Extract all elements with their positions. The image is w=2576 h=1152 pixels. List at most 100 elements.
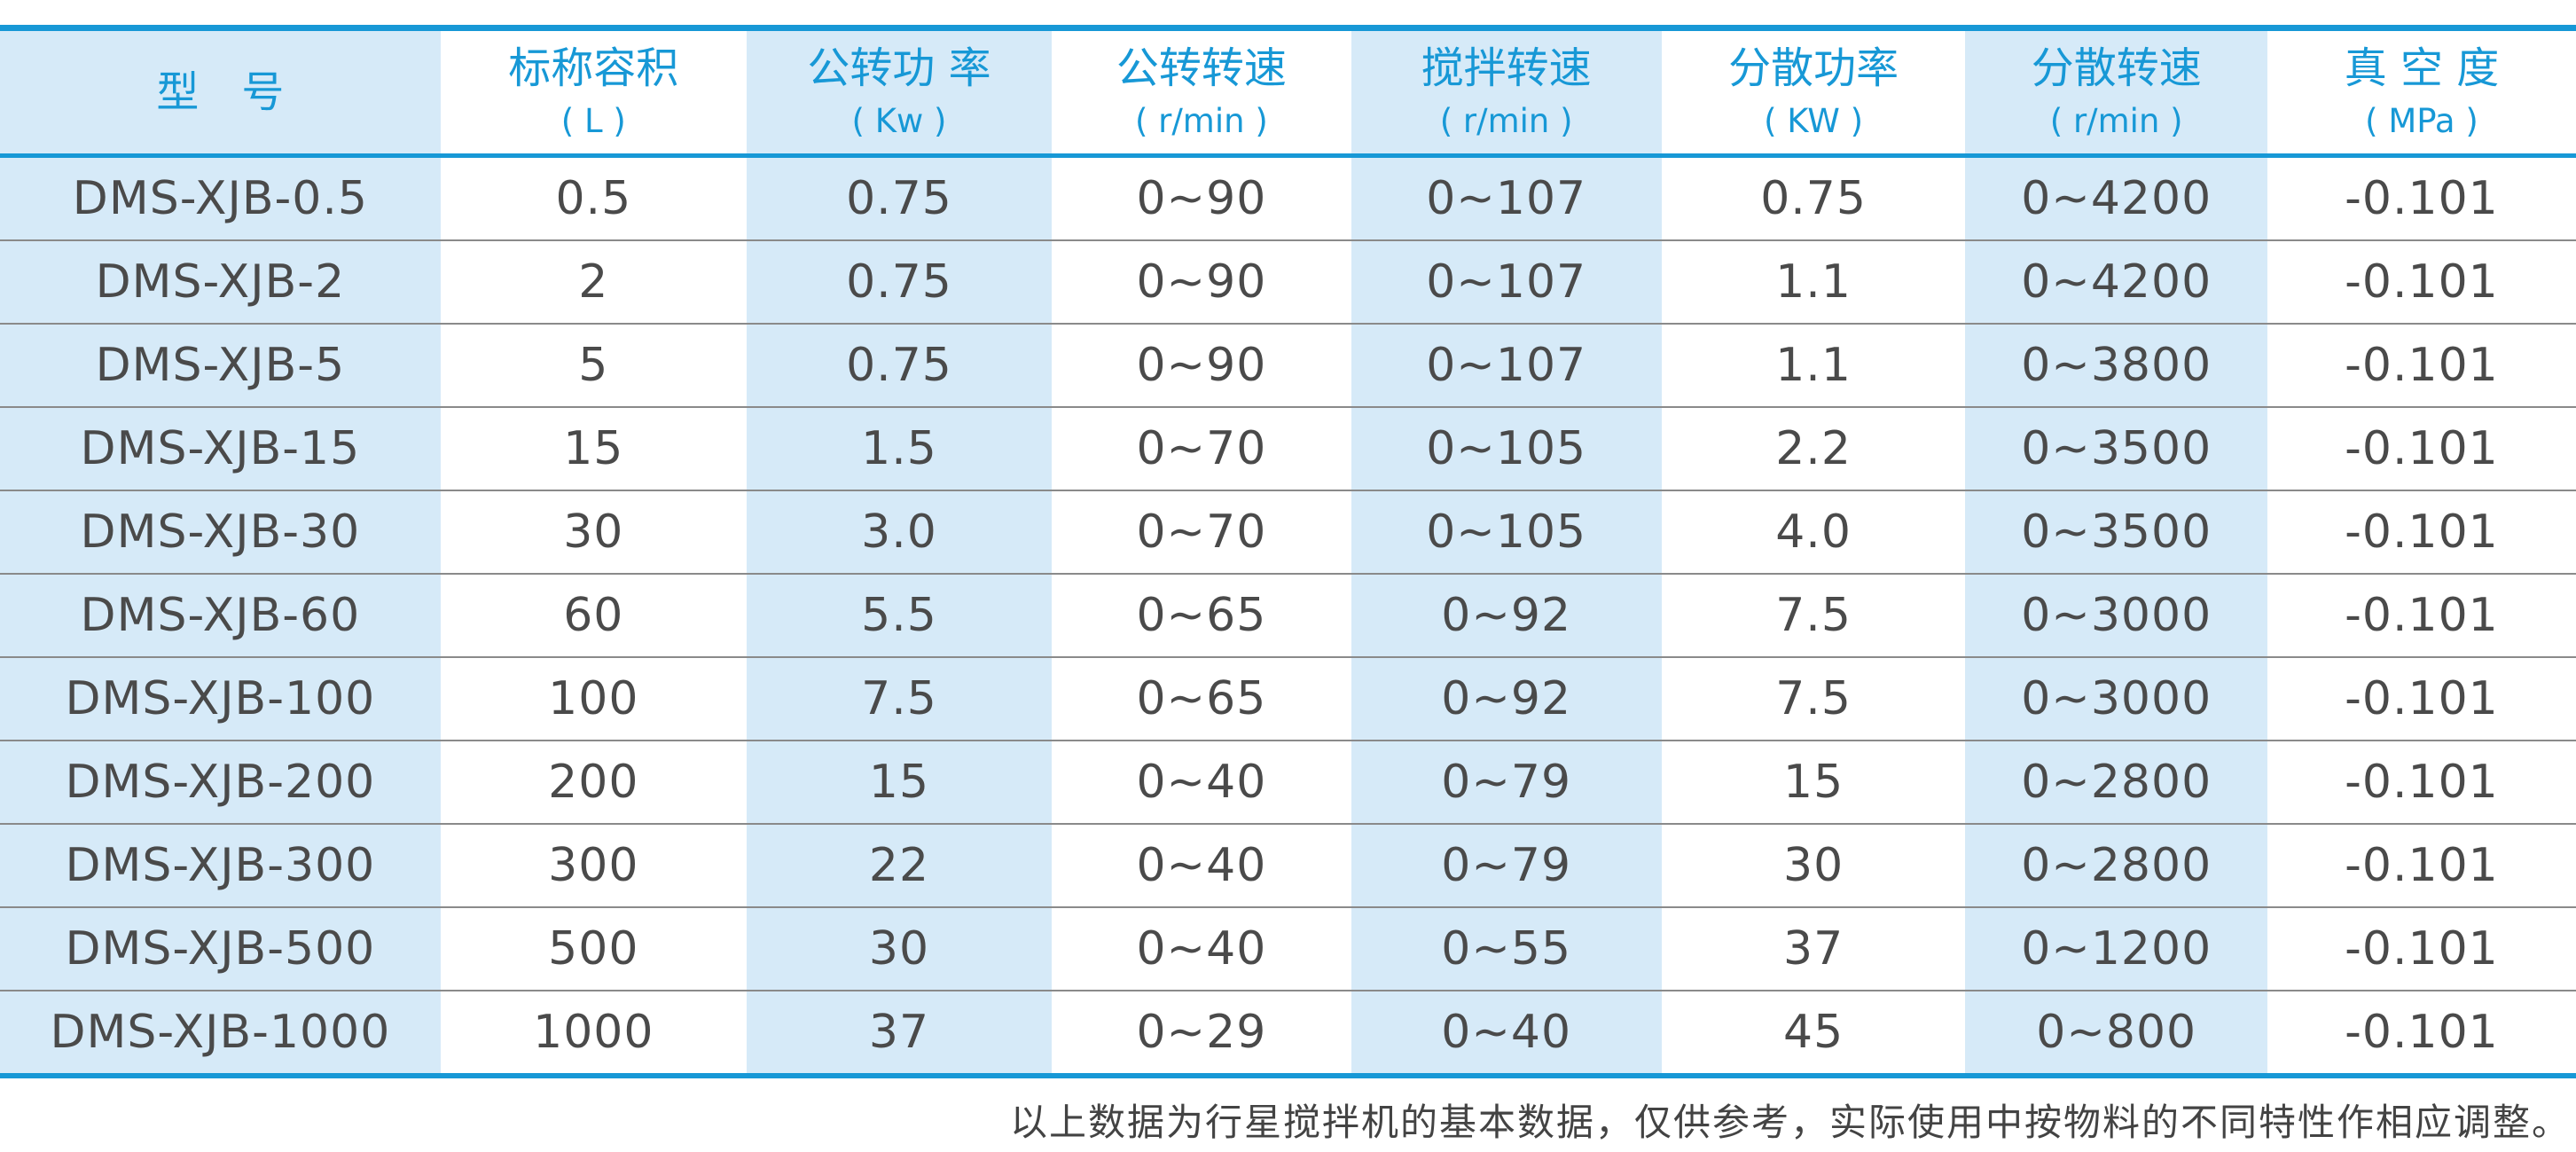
column-unit: ( Kw ) <box>851 102 947 140</box>
table-cell: 7.5 <box>1661 573 1966 657</box>
table-cell: 0.75 <box>746 239 1053 324</box>
table-cell: 15 <box>1661 740 1966 824</box>
table-cell: 500 <box>440 906 747 991</box>
column-title: 分散功率 <box>1728 43 1899 93</box>
table-cell: -0.101 <box>2267 990 2576 1076</box>
table-cell: 0~3500 <box>1965 406 2267 490</box>
column-header-dispersing-speed: 分散转速 ( r/min ) <box>1965 27 2267 158</box>
table-cell: 1.1 <box>1661 239 1966 324</box>
table-cell: 0~3800 <box>1965 323 2267 407</box>
table-cell: 0~2800 <box>1965 740 2267 824</box>
table-cell: 30 <box>746 906 1053 991</box>
column-unit: ( MPa ) <box>2365 102 2478 140</box>
table-cell: 0~4200 <box>1965 239 2267 324</box>
table-cell: 0~105 <box>1351 490 1662 574</box>
table-row: DMS-XJB-0.5 0.5 0.75 0~90 0~107 0.75 0~4… <box>0 155 2576 240</box>
column-header-dispersing-power: 分散功率 ( KW ) <box>1661 27 1966 158</box>
table-cell: 300 <box>440 823 747 907</box>
column-title: 真 空 度 <box>2344 43 2500 93</box>
table-row: DMS-XJB-1000 1000 37 0~29 0~40 45 0~800 … <box>0 990 2576 1076</box>
table-cell: 0~90 <box>1052 323 1351 407</box>
cell-model: DMS-XJB-100 <box>0 656 441 741</box>
table-cell: 0~79 <box>1351 740 1662 824</box>
table-cell: 7.5 <box>1661 656 1966 741</box>
planetary-mixer-spec-table: 型 号 标称容积 ( L ) 公转功 率 ( Kw ) 公转转速 ( r/min… <box>0 25 2576 1078</box>
table-cell: 0~3500 <box>1965 490 2267 574</box>
column-header-vacuum-degree: 真 空 度 ( MPa ) <box>2267 27 2576 158</box>
table-cell: 100 <box>440 656 747 741</box>
table-cell: -0.101 <box>2267 323 2576 407</box>
column-title: 标称容积 <box>508 43 679 93</box>
table-cell: 0~107 <box>1351 155 1662 240</box>
column-unit: ( KW ) <box>1764 102 1864 140</box>
cell-model: DMS-XJB-200 <box>0 740 441 824</box>
table-cell: 0~79 <box>1351 823 1662 907</box>
cell-model: DMS-XJB-60 <box>0 573 441 657</box>
table-cell: 0~70 <box>1052 406 1351 490</box>
cell-model: DMS-XJB-500 <box>0 906 441 991</box>
table-cell: 0~2800 <box>1965 823 2267 907</box>
table-cell: 2 <box>440 239 747 324</box>
header-row: 型 号 标称容积 ( L ) 公转功 率 ( Kw ) 公转转速 ( r/min… <box>0 27 2576 158</box>
cell-model: DMS-XJB-5 <box>0 323 441 407</box>
table-cell: 0~92 <box>1351 573 1662 657</box>
column-title: 搅拌转速 <box>1421 43 1592 93</box>
table-cell: -0.101 <box>2267 740 2576 824</box>
table-cell: 0~107 <box>1351 323 1662 407</box>
table-cell: 15 <box>440 406 747 490</box>
table-cell: 37 <box>1661 906 1966 991</box>
cell-model: DMS-XJB-15 <box>0 406 441 490</box>
table-cell: 0~40 <box>1052 740 1351 824</box>
table-cell: 22 <box>746 823 1053 907</box>
table-cell: 5 <box>440 323 747 407</box>
table-cell: 0~65 <box>1052 656 1351 741</box>
table-row: DMS-XJB-200 200 15 0~40 0~79 15 0~2800 -… <box>0 740 2576 824</box>
table-cell: 0~40 <box>1351 990 1662 1076</box>
column-title: 型 号 <box>156 67 285 117</box>
column-header-model: 型 号 <box>0 27 441 158</box>
column-header-revolution-speed: 公转转速 ( r/min ) <box>1052 27 1351 158</box>
table-cell: 3.0 <box>746 490 1053 574</box>
table-row: DMS-XJB-60 60 5.5 0~65 0~92 7.5 0~3000 -… <box>0 573 2576 657</box>
table-row: DMS-XJB-500 500 30 0~40 0~55 37 0~1200 -… <box>0 906 2576 991</box>
table-cell: 0~40 <box>1052 906 1351 991</box>
table-row: DMS-XJB-300 300 22 0~40 0~79 30 0~2800 -… <box>0 823 2576 907</box>
table-cell: 60 <box>440 573 747 657</box>
column-header-nominal-volume: 标称容积 ( L ) <box>440 27 747 158</box>
table-row: DMS-XJB-100 100 7.5 0~65 0~92 7.5 0~3000… <box>0 656 2576 741</box>
table-cell: 4.0 <box>1661 490 1966 574</box>
footnote-text: 以上数据为行星搅拌机的基本数据，仅供参考，实际使用中按物料的不同特性作相应调整。 <box>1009 1101 2571 1144</box>
table-cell: -0.101 <box>2267 823 2576 907</box>
table-cell: -0.101 <box>2267 906 2576 991</box>
cell-model: DMS-XJB-0.5 <box>0 155 441 240</box>
column-unit: ( r/min ) <box>1134 102 1268 140</box>
table-cell: 30 <box>1661 823 1966 907</box>
cell-model: DMS-XJB-30 <box>0 490 441 574</box>
table-cell: 0~92 <box>1351 656 1662 741</box>
table-cell: 0.75 <box>746 323 1053 407</box>
table-cell: 0.75 <box>1661 155 1966 240</box>
table-cell: 0~3000 <box>1965 656 2267 741</box>
table-cell: 0~800 <box>1965 990 2267 1076</box>
table-cell: 2.2 <box>1661 406 1966 490</box>
column-title: 分散转速 <box>2031 43 2202 93</box>
table-cell: 0~107 <box>1351 239 1662 324</box>
table-cell: 0~70 <box>1052 490 1351 574</box>
table-cell: 0~105 <box>1351 406 1662 490</box>
table-cell: 0~1200 <box>1965 906 2267 991</box>
table-cell: 5.5 <box>746 573 1053 657</box>
table-cell: -0.101 <box>2267 490 2576 574</box>
table-cell: -0.101 <box>2267 155 2576 240</box>
column-title: 公转功 率 <box>807 43 991 93</box>
table-row: DMS-XJB-2 2 0.75 0~90 0~107 1.1 0~4200 -… <box>0 239 2576 324</box>
table-cell: -0.101 <box>2267 239 2576 324</box>
column-header-revolution-power: 公转功 率 ( Kw ) <box>746 27 1053 158</box>
table-cell: 7.5 <box>746 656 1053 741</box>
column-unit: ( r/min ) <box>2049 102 2183 140</box>
cell-model: DMS-XJB-1000 <box>0 990 441 1076</box>
table-cell: 37 <box>746 990 1053 1076</box>
table-cell: 1.5 <box>746 406 1053 490</box>
table-cell: 0~3000 <box>1965 573 2267 657</box>
table-cell: 0~29 <box>1052 990 1351 1076</box>
